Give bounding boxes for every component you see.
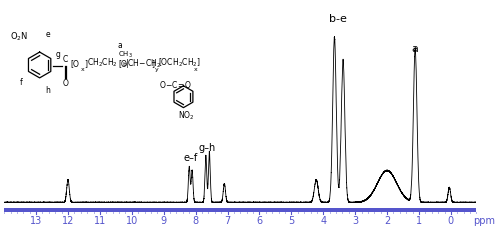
Text: ppm: ppm — [474, 215, 496, 225]
Text: 13: 13 — [30, 215, 42, 225]
Text: g–h: g–h — [199, 142, 216, 152]
Text: 11: 11 — [94, 215, 106, 225]
Text: 0: 0 — [448, 215, 454, 225]
Text: 7: 7 — [224, 215, 230, 225]
Text: b-e: b-e — [328, 14, 346, 24]
Text: 1: 1 — [416, 215, 422, 225]
Text: 9: 9 — [160, 215, 167, 225]
Text: a: a — [412, 44, 418, 54]
Text: 3: 3 — [352, 215, 358, 225]
Text: 4: 4 — [320, 215, 326, 225]
Text: 10: 10 — [126, 215, 138, 225]
Text: 12: 12 — [62, 215, 74, 225]
Text: 2: 2 — [384, 215, 390, 225]
Text: 8: 8 — [192, 215, 198, 225]
Text: 5: 5 — [288, 215, 294, 225]
Bar — [4, 208, 476, 212]
Text: 6: 6 — [256, 215, 262, 225]
Text: e–f: e–f — [183, 152, 198, 162]
